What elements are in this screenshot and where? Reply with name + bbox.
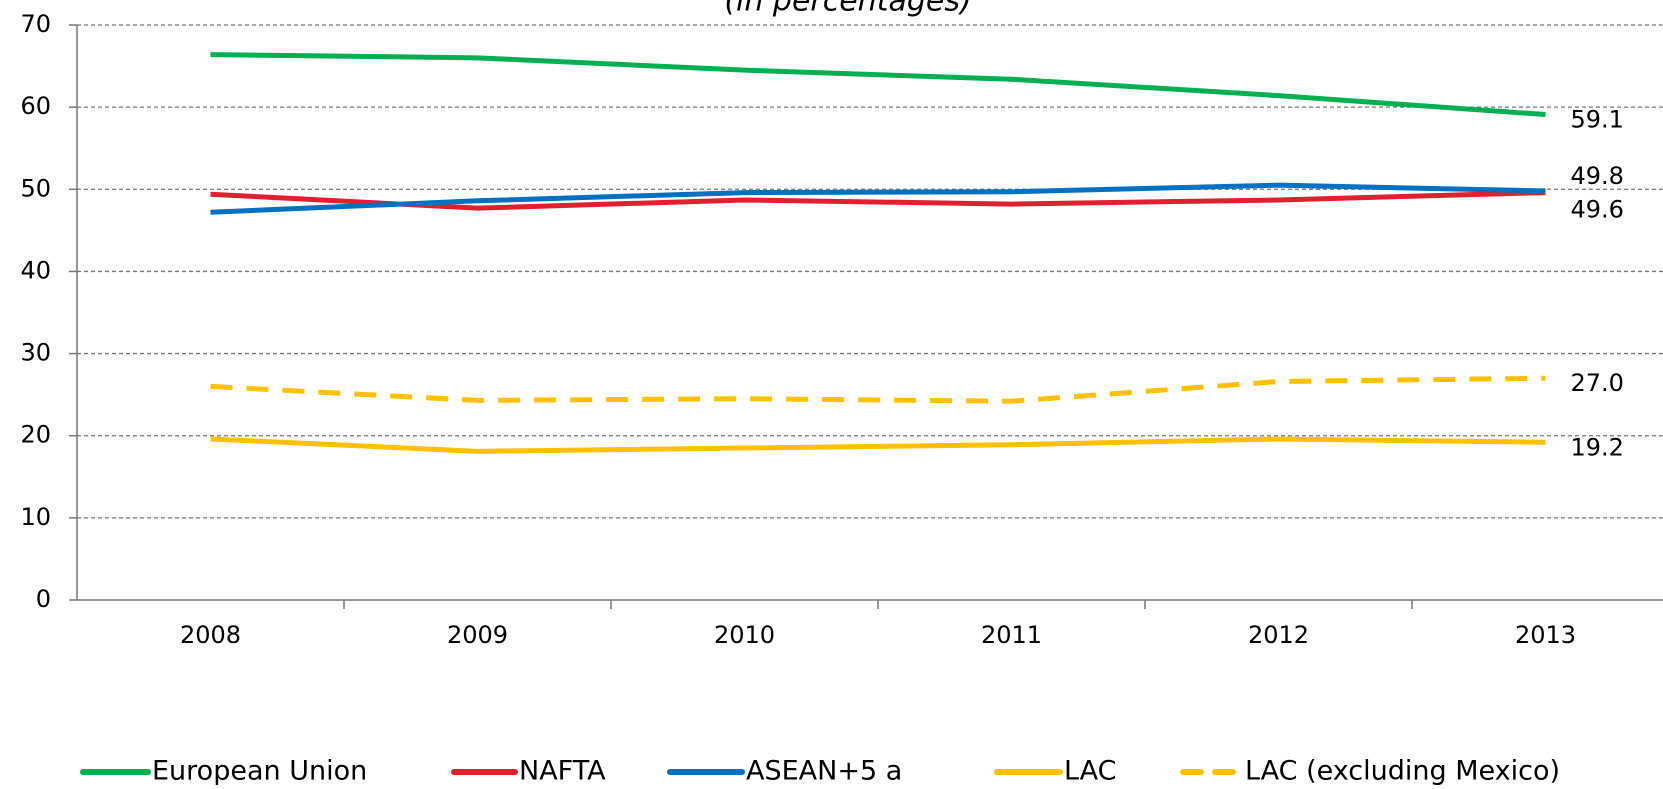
data-label: 49.6 [1571,196,1624,224]
x-tick-label: 2010 [714,621,775,649]
y-tick-label: 40 [20,256,51,284]
legend-label: LAC (excluding Mexico) [1245,756,1560,787]
y-tick-label: 0 [36,585,51,613]
chart-subtitle: (in percentages) [724,0,971,19]
x-tick-label: 2013 [1515,621,1576,649]
series-line [210,375,1546,404]
data-label: 27.0 [1571,369,1624,397]
x-tick-label: 2009 [447,621,508,649]
legend-label: ASEAN+5 a [746,756,902,787]
x-tick-label: 2011 [981,621,1042,649]
data-label: 19.2 [1571,433,1624,461]
legend-label: LAC [1064,756,1117,787]
y-tick-label: 50 [20,174,51,202]
y-tick-label: 30 [20,339,51,367]
legend-label: European Union [152,756,367,787]
series-line [210,52,1546,118]
y-tick-label: 10 [20,503,51,531]
y-tick-label: 60 [20,92,51,120]
x-tick-label: 2008 [180,621,241,649]
legend-label: NAFTA [519,756,606,787]
series-line [210,182,1546,215]
series-line [210,436,1546,454]
y-tick-label: 70 [20,10,51,38]
y-tick-label: 20 [20,421,51,449]
data-label: 59.1 [1571,106,1624,134]
series-line [210,190,1546,211]
data-label: 49.8 [1571,162,1624,190]
x-tick-label: 2012 [1248,621,1309,649]
